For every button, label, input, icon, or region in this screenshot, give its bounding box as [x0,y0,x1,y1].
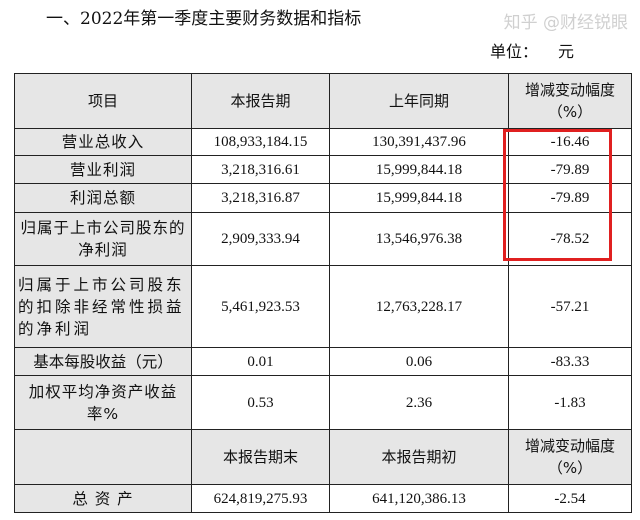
table-row: 加权平均净资产收益率% 0.53 2.36 -1.83 [14,375,632,430]
row-current: 3,218,316.61 [191,155,330,184]
row-item: 加权平均净资产收益率% [14,375,192,430]
header2-change: 增减变动幅度（%） [508,429,632,485]
table-row: 利润总额 3,218,316.87 15,999,844.18 -79.89 [14,183,632,213]
header-item: 项目 [14,73,192,129]
row-prior: 130,391,437.96 [329,128,509,156]
table-header-row: 项目 本报告期 上年同期 增减变动幅度（%） [14,73,632,129]
section-title: 一、2022年第一季度主要财务数据和指标 [46,9,362,29]
row-item: 归属于上市公司股东的扣除非经常性损益的净利润 [14,265,192,348]
table-row: 营业总收入 108,933,184.15 130,391,437.96 -16.… [14,128,632,156]
row-prior: 12,763,228.17 [329,265,509,348]
watermark: 知乎 @财经锐眼 [503,13,628,33]
row-current: 0.53 [191,375,330,430]
row-current: 3,218,316.87 [191,183,330,213]
table-row: 归属于上市公司股东的扣除非经常性损益的净利润 5,461,923.53 12,7… [14,265,632,348]
row-change: -2.54 [508,484,632,513]
unit-label: 单位： 元 [490,38,574,62]
financial-table: 项目 本报告期 上年同期 增减变动幅度（%） 营业总收入 108,933,184… [14,73,632,513]
row-current: 2,909,333.94 [191,212,330,266]
header2-current: 本报告期末 [191,429,330,485]
row-current: 624,819,275.93 [191,484,330,513]
header-current: 本报告期 [191,73,330,129]
row-prior: 15,999,844.18 [329,155,509,184]
row-prior: 0.06 [329,347,509,376]
table-row: 总 资 产 624,819,275.93 641,120,386.13 -2.5… [14,484,632,513]
table-row: 归属于上市公司股东的净利润 2,909,333.94 13,546,976.38… [14,212,632,266]
table-row: 基本每股收益（元） 0.01 0.06 -83.33 [14,347,632,376]
row-item: 营业总收入 [14,128,192,156]
unit-label-text: 单位： [490,42,539,61]
unit-value: 元 [558,42,575,61]
highlight-box [503,129,612,261]
row-change: -83.33 [508,347,632,376]
row-change: -57.21 [508,265,632,348]
row-prior: 641,120,386.13 [329,484,509,513]
row-current: 108,933,184.15 [191,128,330,156]
header2-item [14,429,192,485]
header2-prior: 本报告期初 [329,429,509,485]
row-prior: 2.36 [329,375,509,430]
header-prior: 上年同期 [329,73,509,129]
table-header-row-2: 本报告期末 本报告期初 增减变动幅度（%） [14,429,632,485]
row-item: 营业利润 [14,155,192,184]
row-prior: 15,999,844.18 [329,183,509,213]
row-item: 基本每股收益（元） [14,347,192,376]
row-prior: 13,546,976.38 [329,212,509,266]
row-item: 利润总额 [14,183,192,213]
row-change: -1.83 [508,375,632,430]
row-item: 归属于上市公司股东的净利润 [14,212,192,266]
row-item: 总 资 产 [14,484,192,513]
header-change: 增减变动幅度（%） [508,73,632,129]
row-current: 5,461,923.53 [191,265,330,348]
row-current: 0.01 [191,347,330,376]
